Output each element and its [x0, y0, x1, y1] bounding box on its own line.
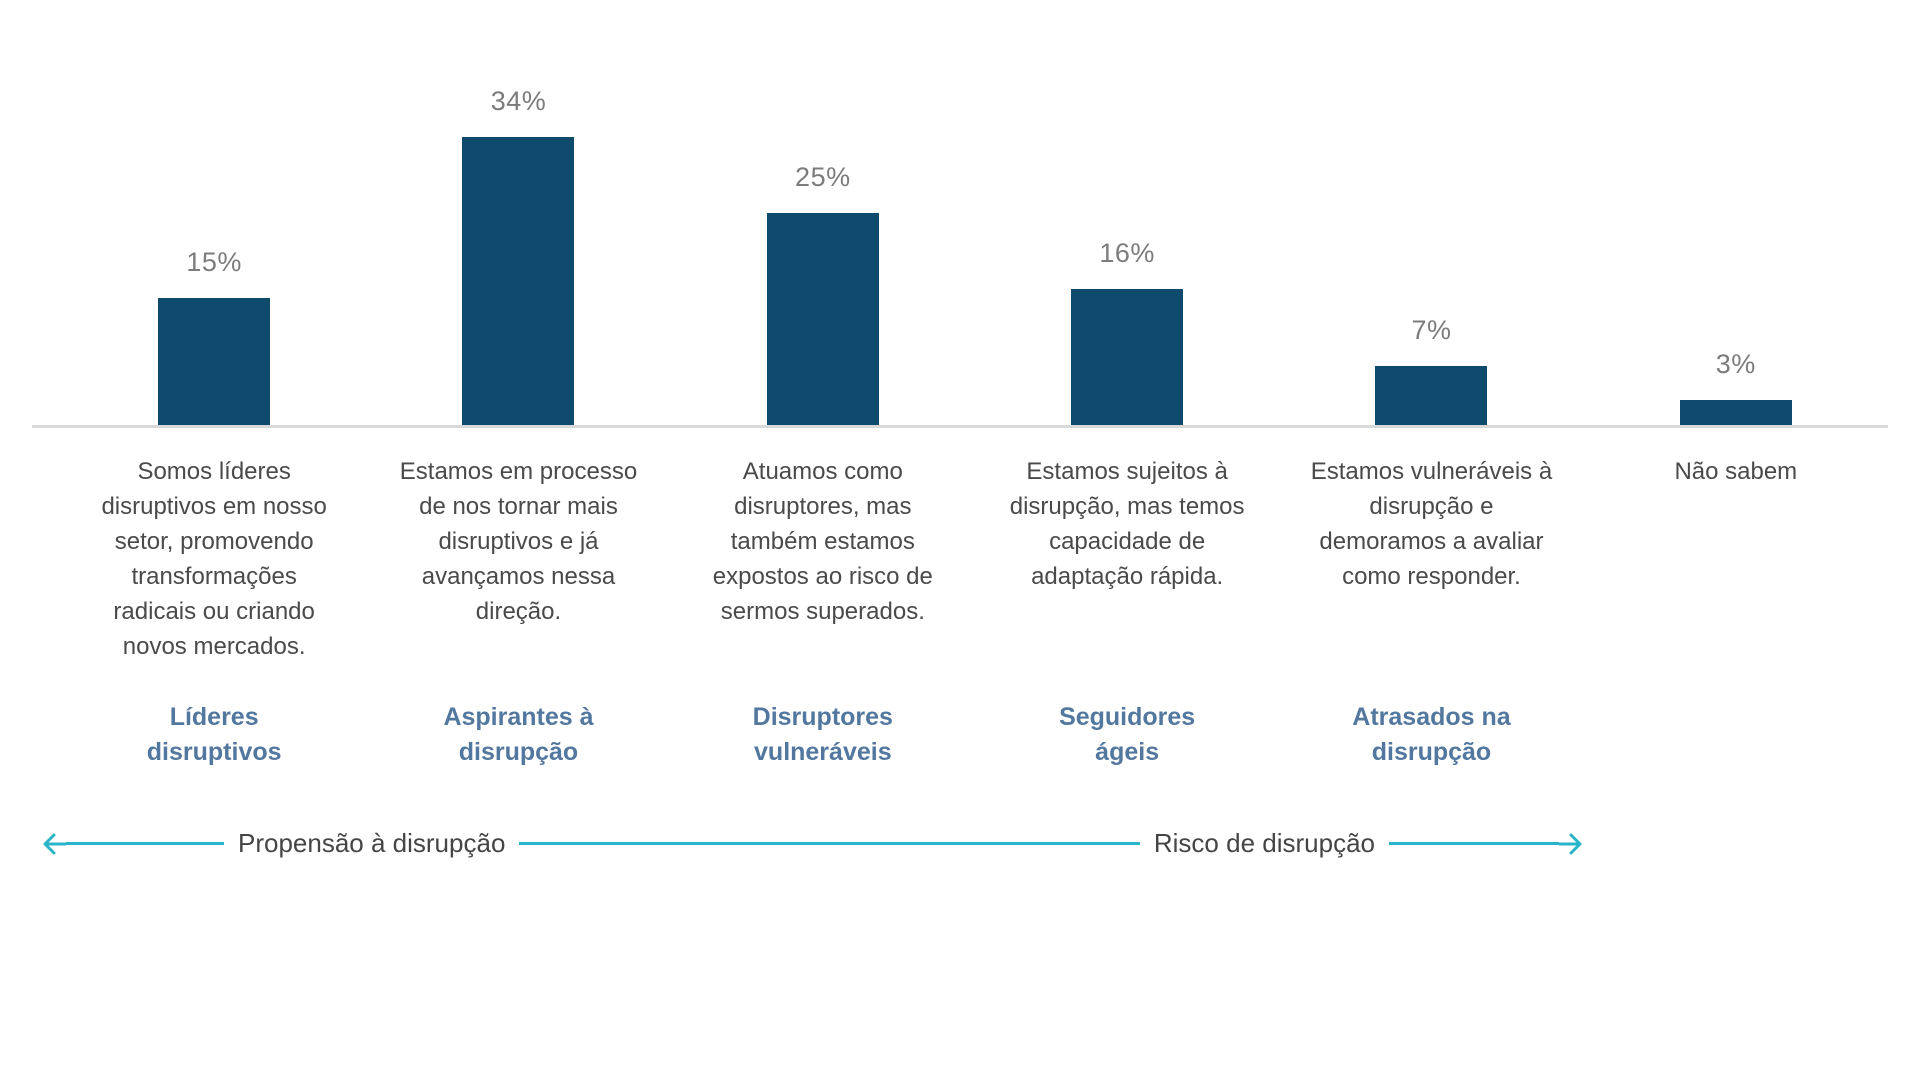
bar: [158, 298, 271, 425]
group-label: Aspirantes à disrupção: [443, 703, 594, 766]
arrow-line: [66, 842, 224, 845]
arrow-line: [519, 842, 1140, 845]
category-description: Estamos sujeitos à disrupção, mas temos …: [1009, 458, 1245, 590]
bar: [462, 137, 575, 425]
group-label: Atrasados na disrupção: [1352, 703, 1511, 766]
group-labels: Líderes disruptivos Aspirantes à disrupç…: [32, 700, 1888, 770]
bar: [766, 213, 879, 425]
arrow-left-icon: [43, 833, 66, 854]
bar: [1679, 400, 1792, 425]
category-description: Atuamos como disruptores, mas também est…: [712, 458, 933, 625]
category-descriptions: Somos líderes disruptivos em nosso setor…: [32, 428, 1888, 678]
bar-value-label: 15%: [186, 247, 242, 277]
bar-column: 16%: [975, 60, 1279, 425]
bar-value-label: 25%: [795, 162, 851, 192]
bar-value-label: 7%: [1411, 315, 1452, 345]
arrow-label-risk: Risco de disrupção: [1153, 828, 1375, 858]
category-description: Estamos em processo de nos tornar mais d…: [399, 458, 638, 625]
category-description: Não sabem: [1674, 458, 1798, 485]
bar: [1071, 289, 1184, 425]
category-description: Somos líderes disruptivos em nosso setor…: [101, 458, 327, 660]
bar-value-label: 34%: [490, 86, 547, 116]
bar: [1375, 366, 1488, 425]
bar-value-label: 16%: [1099, 238, 1155, 268]
bar-column: 3%: [1584, 60, 1888, 425]
group-label: Seguidores ágeis: [1059, 703, 1196, 766]
bar-column: 25%: [671, 60, 975, 425]
bar-column: 15%: [62, 60, 366, 425]
arrow-right-icon: [1559, 833, 1582, 854]
bar-column: 34%: [366, 60, 670, 425]
plot-area: 15% 34% 25% 16% 7% 3%: [32, 60, 1888, 428]
group-label: Líderes disruptivos: [146, 703, 282, 766]
group-label: Disruptores vulneráveis: [752, 703, 893, 766]
bar-value-label: 3%: [1715, 349, 1756, 379]
bar-column: 7%: [1279, 60, 1583, 425]
disruption-spectrum-arrow: Propensão à disrupção Risco de disrupção: [40, 828, 1585, 859]
arrow-line: [1389, 842, 1559, 845]
category-description: Estamos vulneráveis à disrupção e demora…: [1310, 458, 1553, 590]
bar-chart: 15% 34% 25% 16% 7% 3% Somos líderes disr…: [32, 0, 1888, 859]
arrow-label-propensity: Propensão à disrupção: [238, 828, 506, 858]
